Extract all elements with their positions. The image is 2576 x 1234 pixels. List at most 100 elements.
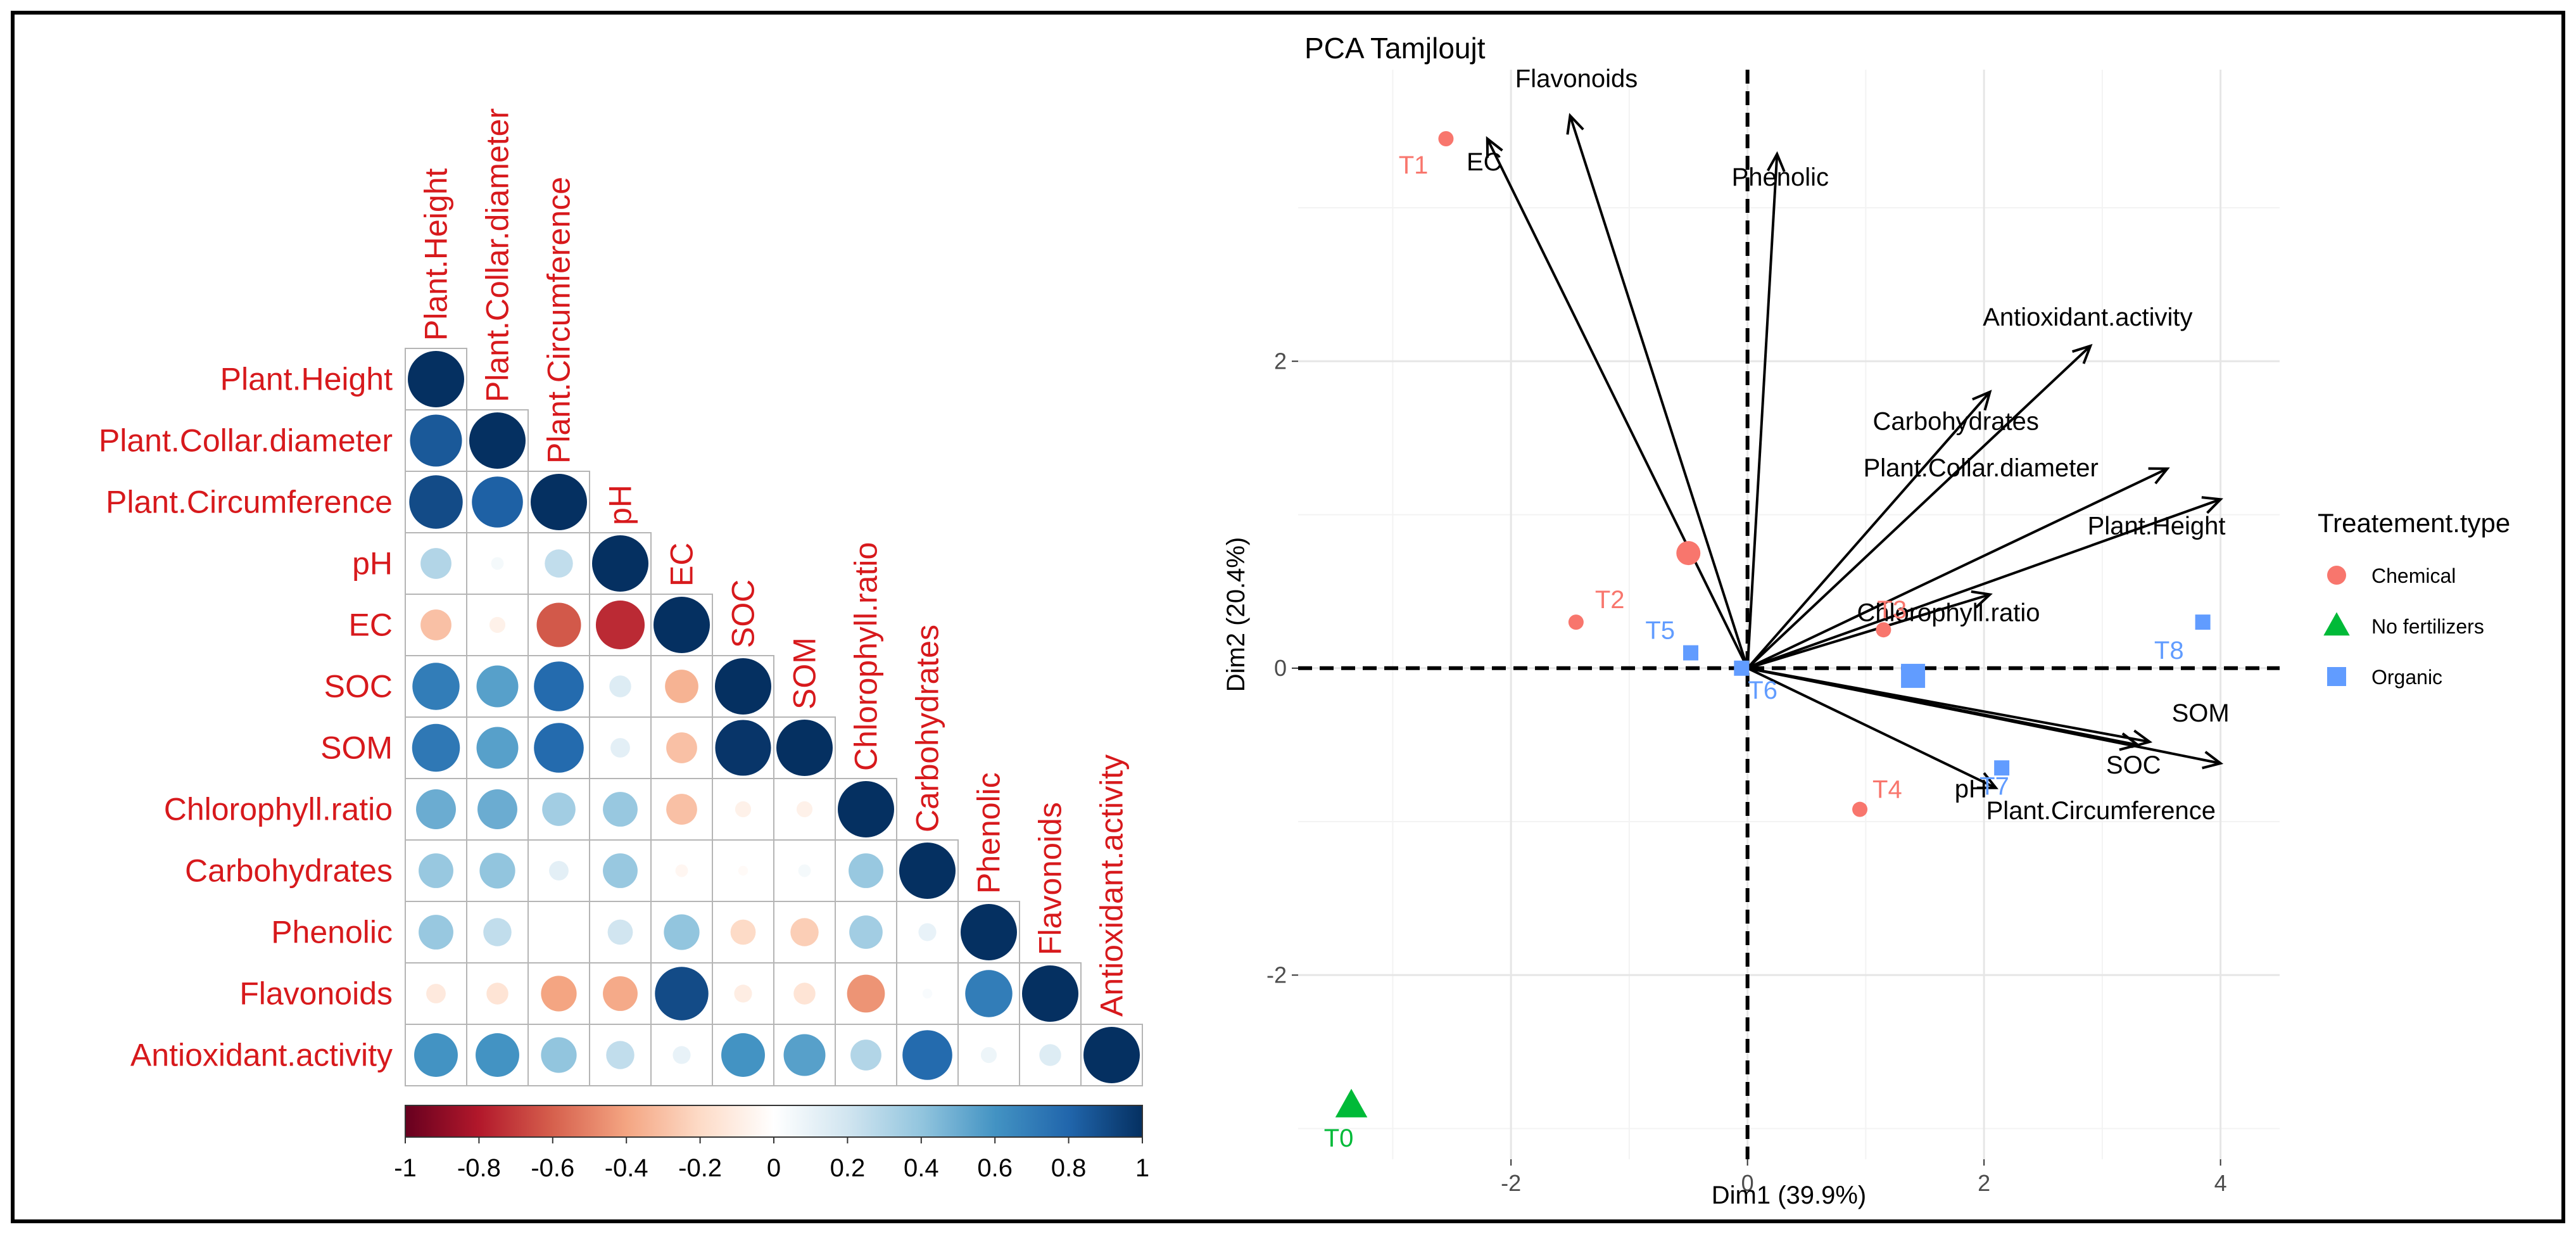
- corr-circle-som-plant-height: [412, 723, 460, 772]
- corr-circle-soc-ec: [665, 670, 698, 703]
- corr-circle-som-som: [776, 720, 833, 776]
- corr-circle-plant-circumference-plant-collar-diameter: [472, 476, 523, 528]
- col-label-ec: EC: [664, 543, 700, 587]
- col-label-chlorophyll-ratio: Chlorophyll.ratio: [849, 542, 884, 771]
- corr-cell: [773, 901, 836, 964]
- col-label-plant-collar-diameter: Plant.Collar.diameter: [480, 108, 515, 402]
- corr-circle-ec-plant-circumference: [536, 602, 581, 647]
- corr-circle-flavonoids-phenolic: [965, 970, 1013, 1017]
- corr-circle-ec-plant-collar-diameter: [489, 616, 506, 633]
- point-t8: [2195, 614, 2211, 630]
- corr-circle-plant-circumference-plant-height: [409, 475, 463, 529]
- corr-circle-phenolic-chlorophyll-ratio: [849, 915, 883, 949]
- arrow-phenolic: [1746, 154, 1779, 668]
- point-t1: [1438, 131, 1454, 147]
- corr-circle-chlorophyll-ratio-plant-height: [416, 789, 456, 829]
- point-t4: [1852, 801, 1868, 817]
- arrowhead-ph: [1976, 772, 1998, 789]
- arrow-label-plant-circumference: Plant.Circumference: [1986, 797, 2216, 825]
- colorbar-tick-label: -1: [394, 1154, 417, 1182]
- corr-circle-carbohydrates-soc: [738, 865, 748, 876]
- point-label-t8: T8: [2154, 637, 2184, 665]
- x-tick-label: 4: [2214, 1170, 2227, 1196]
- point-t3: [1876, 622, 1891, 638]
- corr-circle-flavonoids-plant-collar-diameter: [486, 983, 508, 1005]
- row-label-plant-circumference: Plant.Circumference: [106, 485, 393, 520]
- arrowhead-ec: [1486, 136, 1503, 158]
- arrow-label-antioxidant-activity: Antioxidant.activity: [1983, 303, 2192, 331]
- corr-circle-som-plant-collar-diameter: [476, 727, 519, 769]
- centroid-chemical: [1676, 541, 1701, 566]
- pca-biplot: -2 0 2 4 -2 0 2 PCA Tamjloujt Dim1 (39.9%) Dim2 (…: [1222, 32, 2510, 1209]
- corr-circle-flavonoids-ph: [603, 976, 638, 1011]
- arrowhead-carbohydrates: [1972, 390, 1992, 411]
- legend-title: Treatement.type: [2318, 508, 2510, 538]
- row-label-som: SOM: [320, 730, 393, 766]
- arrow-flavonoids: [1569, 115, 1749, 669]
- corr-circle-carbohydrates-plant-circumference: [549, 861, 569, 881]
- corr-circle-antioxidant-activity-flavonoids: [1039, 1044, 1061, 1066]
- corr-circle-antioxidant-activity-ec: [672, 1046, 691, 1064]
- legend-label-chemical: Chemical: [2371, 564, 2456, 587]
- corr-circle-antioxidant-activity-carbohydrates: [902, 1030, 952, 1080]
- corr-circle-plant-height-plant-height: [408, 351, 464, 407]
- corr-circle-som-soc: [715, 720, 771, 776]
- y-tick-label: -2: [1266, 962, 1287, 988]
- corr-circle-phenolic-phenolic: [961, 904, 1017, 960]
- row-label-ph: pH: [352, 546, 393, 582]
- corr-circle-plant-collar-diameter-plant-height: [410, 414, 462, 467]
- arrowhead-soc: [2119, 732, 2141, 751]
- corr-circle-chlorophyll-ratio-ec: [666, 794, 697, 825]
- arrowhead-phenolic: [1767, 151, 1786, 172]
- corr-circle-phenolic-plant-collar-diameter: [483, 918, 512, 946]
- point-label-t4: T4: [1872, 776, 1902, 804]
- colorbar: [405, 1105, 1143, 1138]
- legend-label-no-fertilizers: No fertilizers: [2371, 615, 2484, 638]
- corr-circle-flavonoids-chlorophyll-ratio: [847, 974, 885, 1013]
- corr-circle-antioxidant-activity-som: [783, 1034, 826, 1076]
- corr-circle-carbohydrates-carbohydrates: [899, 843, 956, 899]
- corr-circle-carbohydrates-plant-collar-diameter: [479, 853, 515, 889]
- point-t5: [1683, 645, 1698, 661]
- corr-circle-antioxidant-activity-soc: [721, 1033, 765, 1077]
- corr-circle-soc-plant-height: [412, 663, 460, 710]
- point-t7: [1994, 760, 2010, 776]
- corr-circle-phenolic-som: [790, 918, 819, 946]
- y-tick-label: 2: [1274, 348, 1287, 374]
- arrow-antioxidant-activity: [1746, 345, 2092, 670]
- x-axis-label: Dim1 (39.9%): [1712, 1181, 1867, 1209]
- point-label-t3: T3: [1877, 596, 1907, 624]
- colorbar-tick-label: -0.4: [605, 1154, 648, 1182]
- arrow-label-som: SOM: [2172, 699, 2230, 727]
- corr-circle-phenolic-plant-height: [419, 915, 453, 950]
- col-label-carbohydrates: Carbohydrates: [910, 625, 945, 832]
- corr-circle-antioxidant-activity-phenolic: [980, 1046, 997, 1064]
- row-label-chlorophyll-ratio: Chlorophyll.ratio: [164, 792, 393, 827]
- corr-circle-soc-plant-circumference: [534, 661, 584, 711]
- corr-circle-phenolic-carbohydrates: [918, 923, 937, 941]
- arrow-ec: [1486, 138, 1749, 669]
- arrow-label-ph: pH: [1955, 775, 1987, 803]
- corr-circle-flavonoids-ec: [655, 967, 709, 1021]
- corr-circle-chlorophyll-ratio-som: [796, 801, 813, 818]
- corr-circle-flavonoids-soc: [734, 984, 752, 1003]
- arrow-plant-height: [1746, 498, 2221, 670]
- correlation-plot: Plant.Height Plant.Height Plant.Collar.dia…: [99, 108, 1149, 1182]
- arrowhead-plant-circumference: [2202, 751, 2224, 770]
- corr-circle-soc-ph: [609, 675, 631, 697]
- corr-circle-antioxidant-activity-plant-circumference: [541, 1037, 577, 1073]
- col-label-antioxidant-activity: Antioxidant.activity: [1094, 754, 1130, 1017]
- colorbar-tick-label: 1: [1135, 1154, 1149, 1182]
- colorbar-tick-label: 0: [767, 1154, 781, 1182]
- row-label-plant-collar-diameter: Plant.Collar.diameter: [99, 423, 393, 459]
- row-label-phenolic: Phenolic: [271, 915, 393, 950]
- corr-circle-soc-soc: [715, 658, 771, 715]
- corr-circle-carbohydrates-ph: [603, 853, 638, 888]
- col-label-plant-height: Plant.Height: [419, 169, 454, 341]
- corr-circle-antioxidant-activity-plant-collar-diameter: [476, 1033, 519, 1077]
- corr-circle-soc-plant-collar-diameter: [476, 665, 519, 708]
- corr-circle-phenolic-ph: [607, 919, 633, 945]
- legend-key-chemical: [2327, 566, 2346, 585]
- corr-circle-phenolic-plant-circumference: [557, 931, 560, 934]
- corr-circle-flavonoids-flavonoids: [1022, 965, 1078, 1022]
